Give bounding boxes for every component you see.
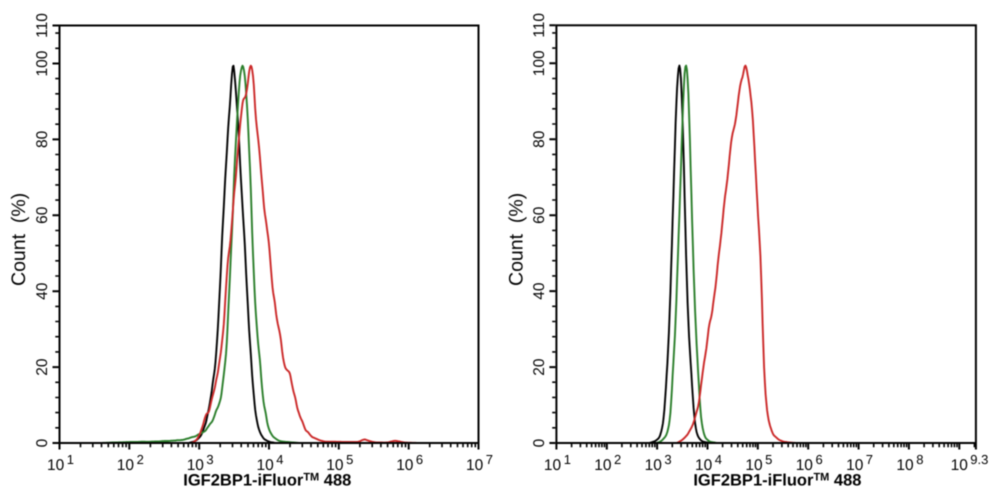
svg-text:20: 20 (531, 358, 548, 376)
svg-text:IGF2BP1-iFluorTM 488: IGF2BP1-iFluorTM 488 (183, 472, 351, 490)
svg-text:10: 10 (846, 457, 864, 474)
svg-text:9.3: 9.3 (970, 452, 988, 467)
svg-text:0: 0 (34, 438, 51, 447)
svg-text:Count (%): Count (%) (505, 193, 527, 286)
svg-text:110: 110 (34, 13, 51, 38)
svg-text:10: 10 (117, 457, 135, 474)
svg-text:5: 5 (765, 452, 772, 467)
svg-text:100: 100 (34, 50, 51, 76)
svg-text:10: 10 (187, 457, 205, 474)
svg-text:7: 7 (866, 452, 873, 467)
svg-text:110: 110 (531, 13, 548, 38)
svg-text:10: 10 (896, 457, 914, 474)
svg-text:10: 10 (645, 457, 663, 474)
svg-text:10: 10 (695, 457, 713, 474)
svg-text:10: 10 (326, 457, 344, 474)
svg-text:10: 10 (544, 457, 562, 474)
svg-text:10: 10 (47, 457, 65, 474)
svg-text:60: 60 (531, 206, 548, 224)
svg-text:6: 6 (416, 452, 423, 467)
svg-text:1: 1 (67, 452, 74, 467)
svg-text:80: 80 (531, 130, 548, 148)
svg-text:10: 10 (257, 457, 275, 474)
svg-text:10: 10 (745, 457, 763, 474)
svg-text:IGF2BP1-iFluorTM 488: IGF2BP1-iFluorTM 488 (693, 472, 861, 490)
svg-text:100: 100 (531, 50, 548, 76)
svg-text:2: 2 (614, 452, 621, 467)
svg-text:5: 5 (346, 452, 353, 467)
svg-text:7: 7 (486, 452, 493, 467)
svg-text:40: 40 (34, 282, 51, 300)
svg-text:3: 3 (206, 452, 213, 467)
svg-text:3: 3 (664, 452, 671, 467)
svg-text:0: 0 (531, 438, 548, 447)
svg-text:40: 40 (531, 282, 548, 300)
svg-text:8: 8 (916, 452, 923, 467)
svg-text:10: 10 (594, 457, 612, 474)
svg-text:60: 60 (34, 206, 51, 224)
svg-text:80: 80 (34, 130, 51, 148)
svg-text:10: 10 (951, 457, 969, 474)
svg-text:10: 10 (796, 457, 814, 474)
svg-text:4: 4 (715, 452, 722, 467)
svg-text:20: 20 (34, 358, 51, 376)
svg-text:6: 6 (816, 452, 823, 467)
svg-text:Count (%): Count (%) (8, 193, 30, 286)
svg-text:4: 4 (276, 452, 283, 467)
svg-text:10: 10 (466, 457, 484, 474)
svg-text:1: 1 (564, 452, 571, 467)
svg-text:10: 10 (396, 457, 414, 474)
svg-text:2: 2 (137, 452, 144, 467)
